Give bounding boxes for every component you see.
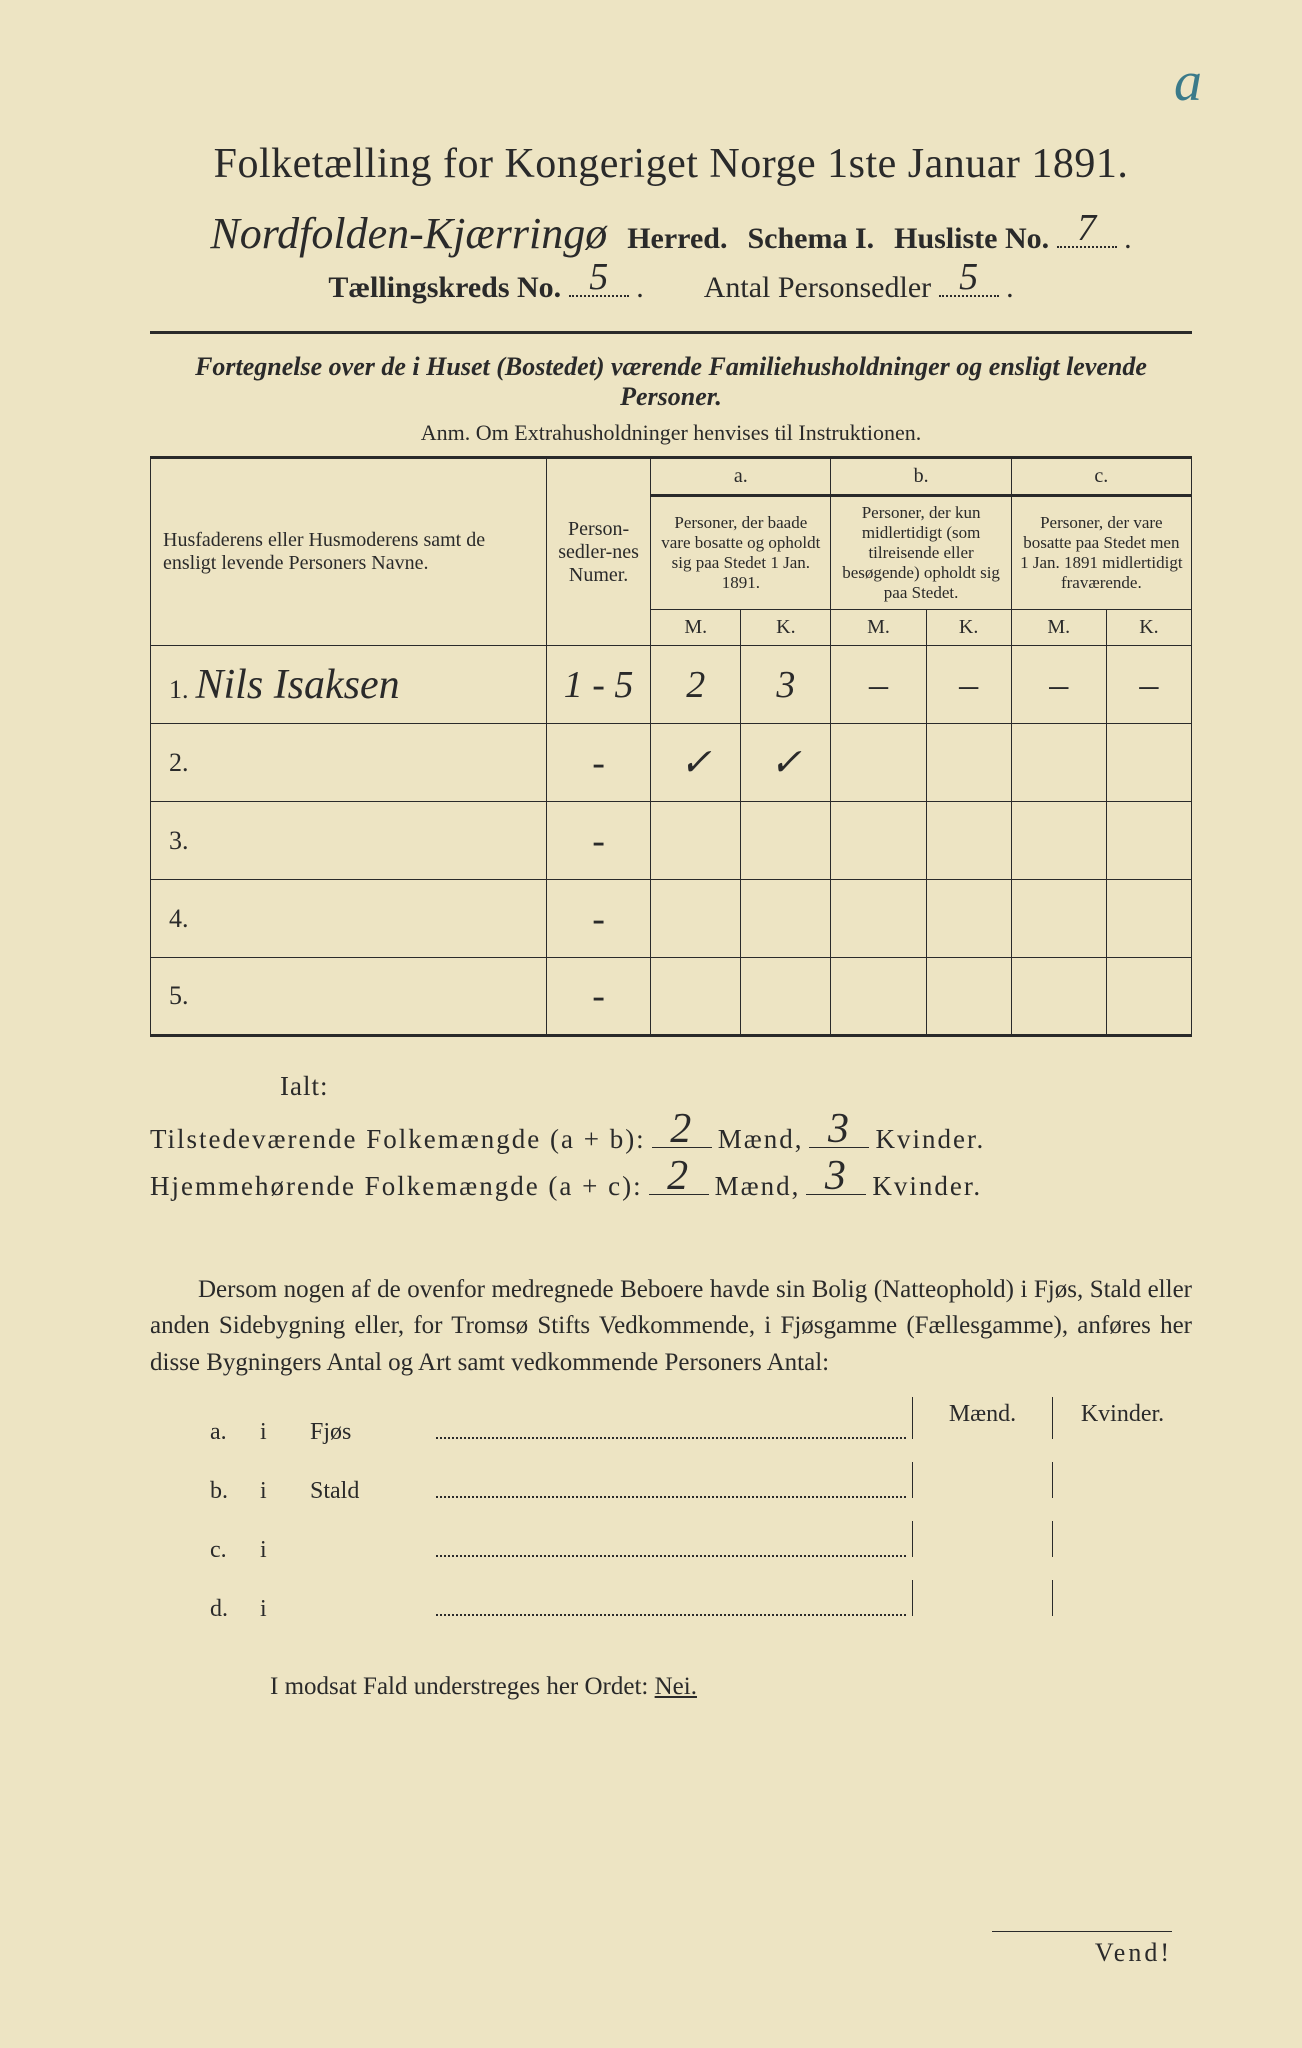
- nei-line-text: I modsat Fald understreges her Ordet:: [270, 1673, 648, 1700]
- page-title: Folketælling for Kongeriget Norge 1ste J…: [150, 140, 1192, 188]
- th-name: Husfaderens eller Husmoderens samt de en…: [151, 458, 547, 646]
- table-row: 3. -: [151, 802, 1192, 880]
- subtitle: Fortegnelse over de i Huset (Bostedet) v…: [150, 352, 1192, 412]
- herred-name-handwritten: Nordfolden-Kjærringø: [210, 208, 607, 259]
- side-building-block: Mænd. Kvinder. a.iFjøsb.iStaldc.id.i: [150, 1403, 1192, 1623]
- document-page: a Folketælling for Kongeriget Norge 1ste…: [0, 0, 1302, 2048]
- antal-no: 5: [959, 255, 978, 299]
- header-line-1: Nordfolden-Kjærringø Herred. Schema I. H…: [150, 208, 1192, 259]
- antal-group: Antal Personsedler 5 .: [704, 271, 1014, 305]
- totals-2-m: 2: [667, 1152, 690, 1200]
- anm-note: Anm. Om Extrahusholdninger henvises til …: [150, 420, 1192, 446]
- husliste-group: Husliste No. 7 .: [894, 222, 1132, 256]
- kreds-no: 5: [589, 255, 608, 299]
- table-row: 1. Nils Isaksen1 - 523––––: [151, 646, 1192, 724]
- maend-label: Mænd,: [715, 1171, 801, 1202]
- husliste-label: Husliste No.: [894, 222, 1049, 255]
- ialt-label: Ialt:: [280, 1071, 1192, 1102]
- totals-block: Ialt: Tilstedeværende Folkemængde (a + b…: [150, 1071, 1192, 1202]
- totals-line1-label: Tilstedeværende Folkemængde (a + b):: [150, 1124, 646, 1155]
- husliste-no: 7: [1077, 206, 1096, 250]
- nei-word: Nei.: [655, 1673, 697, 1700]
- totals-1-m: 2: [670, 1105, 693, 1153]
- th-a-top: a.: [651, 458, 831, 496]
- th-c: Personer, der vare bosatte paa Stedet me…: [1011, 496, 1191, 610]
- kvinder-label: Kvinder.: [875, 1124, 985, 1155]
- header-line-2: Tællingskreds No. 5 . Antal Personsedler…: [150, 271, 1192, 305]
- subtitle-text: Fortegnelse over de i Huset (Bostedet) v…: [195, 352, 1147, 411]
- th-b-top: b.: [831, 458, 1011, 496]
- th-b: Personer, der kun midlertidigt (som tilr…: [831, 496, 1011, 610]
- th-c-top: c.: [1011, 458, 1191, 496]
- kvinder-label: Kvinder.: [872, 1171, 982, 1202]
- mk-kvinder: Kvinder.: [1052, 1397, 1192, 1432]
- th-a: Personer, der baade vare bosatte og opho…: [651, 496, 831, 610]
- maend-label: Mænd,: [718, 1124, 804, 1155]
- antal-label: Antal Personsedler: [704, 271, 931, 304]
- totals-line-1: Tilstedeværende Folkemængde (a + b): 2 M…: [150, 1124, 1192, 1155]
- mk-maend: Mænd.: [912, 1397, 1052, 1432]
- totals-line-2: Hjemmehørende Folkemængde (a + c): 2 Mæn…: [150, 1171, 1192, 1202]
- mk-header: Mænd. Kvinder.: [912, 1397, 1192, 1432]
- divider: [150, 331, 1192, 334]
- kreds-group: Tællingskreds No. 5 .: [328, 271, 643, 305]
- nei-line: I modsat Fald understreges her Ordet: Ne…: [150, 1673, 1192, 1701]
- side-building-paragraph: Dersom nogen af de ovenfor medregnede Be…: [150, 1272, 1192, 1381]
- side-row: b.iStald: [150, 1462, 1192, 1505]
- kreds-label: Tællingskreds No.: [328, 271, 561, 304]
- totals-2-k: 3: [825, 1152, 848, 1200]
- totals-line2-label: Hjemmehørende Folkemængde (a + c):: [150, 1171, 643, 1202]
- table-row: 2. -✓✓: [151, 724, 1192, 802]
- census-table: Husfaderens eller Husmoderens samt de en…: [150, 456, 1192, 1037]
- herred-label: Herred.: [627, 222, 727, 256]
- side-row: c.i: [150, 1521, 1192, 1564]
- side-row: d.i: [150, 1580, 1192, 1623]
- corner-annotation: a: [1174, 50, 1202, 114]
- schema-label: Schema I.: [747, 222, 874, 256]
- th-num: Person-sedler-nes Numer.: [547, 458, 651, 646]
- vend-label: Vend!: [992, 1931, 1172, 1968]
- table-row: 5. -: [151, 958, 1192, 1036]
- table-row: 4. -: [151, 880, 1192, 958]
- totals-1-k: 3: [828, 1105, 851, 1153]
